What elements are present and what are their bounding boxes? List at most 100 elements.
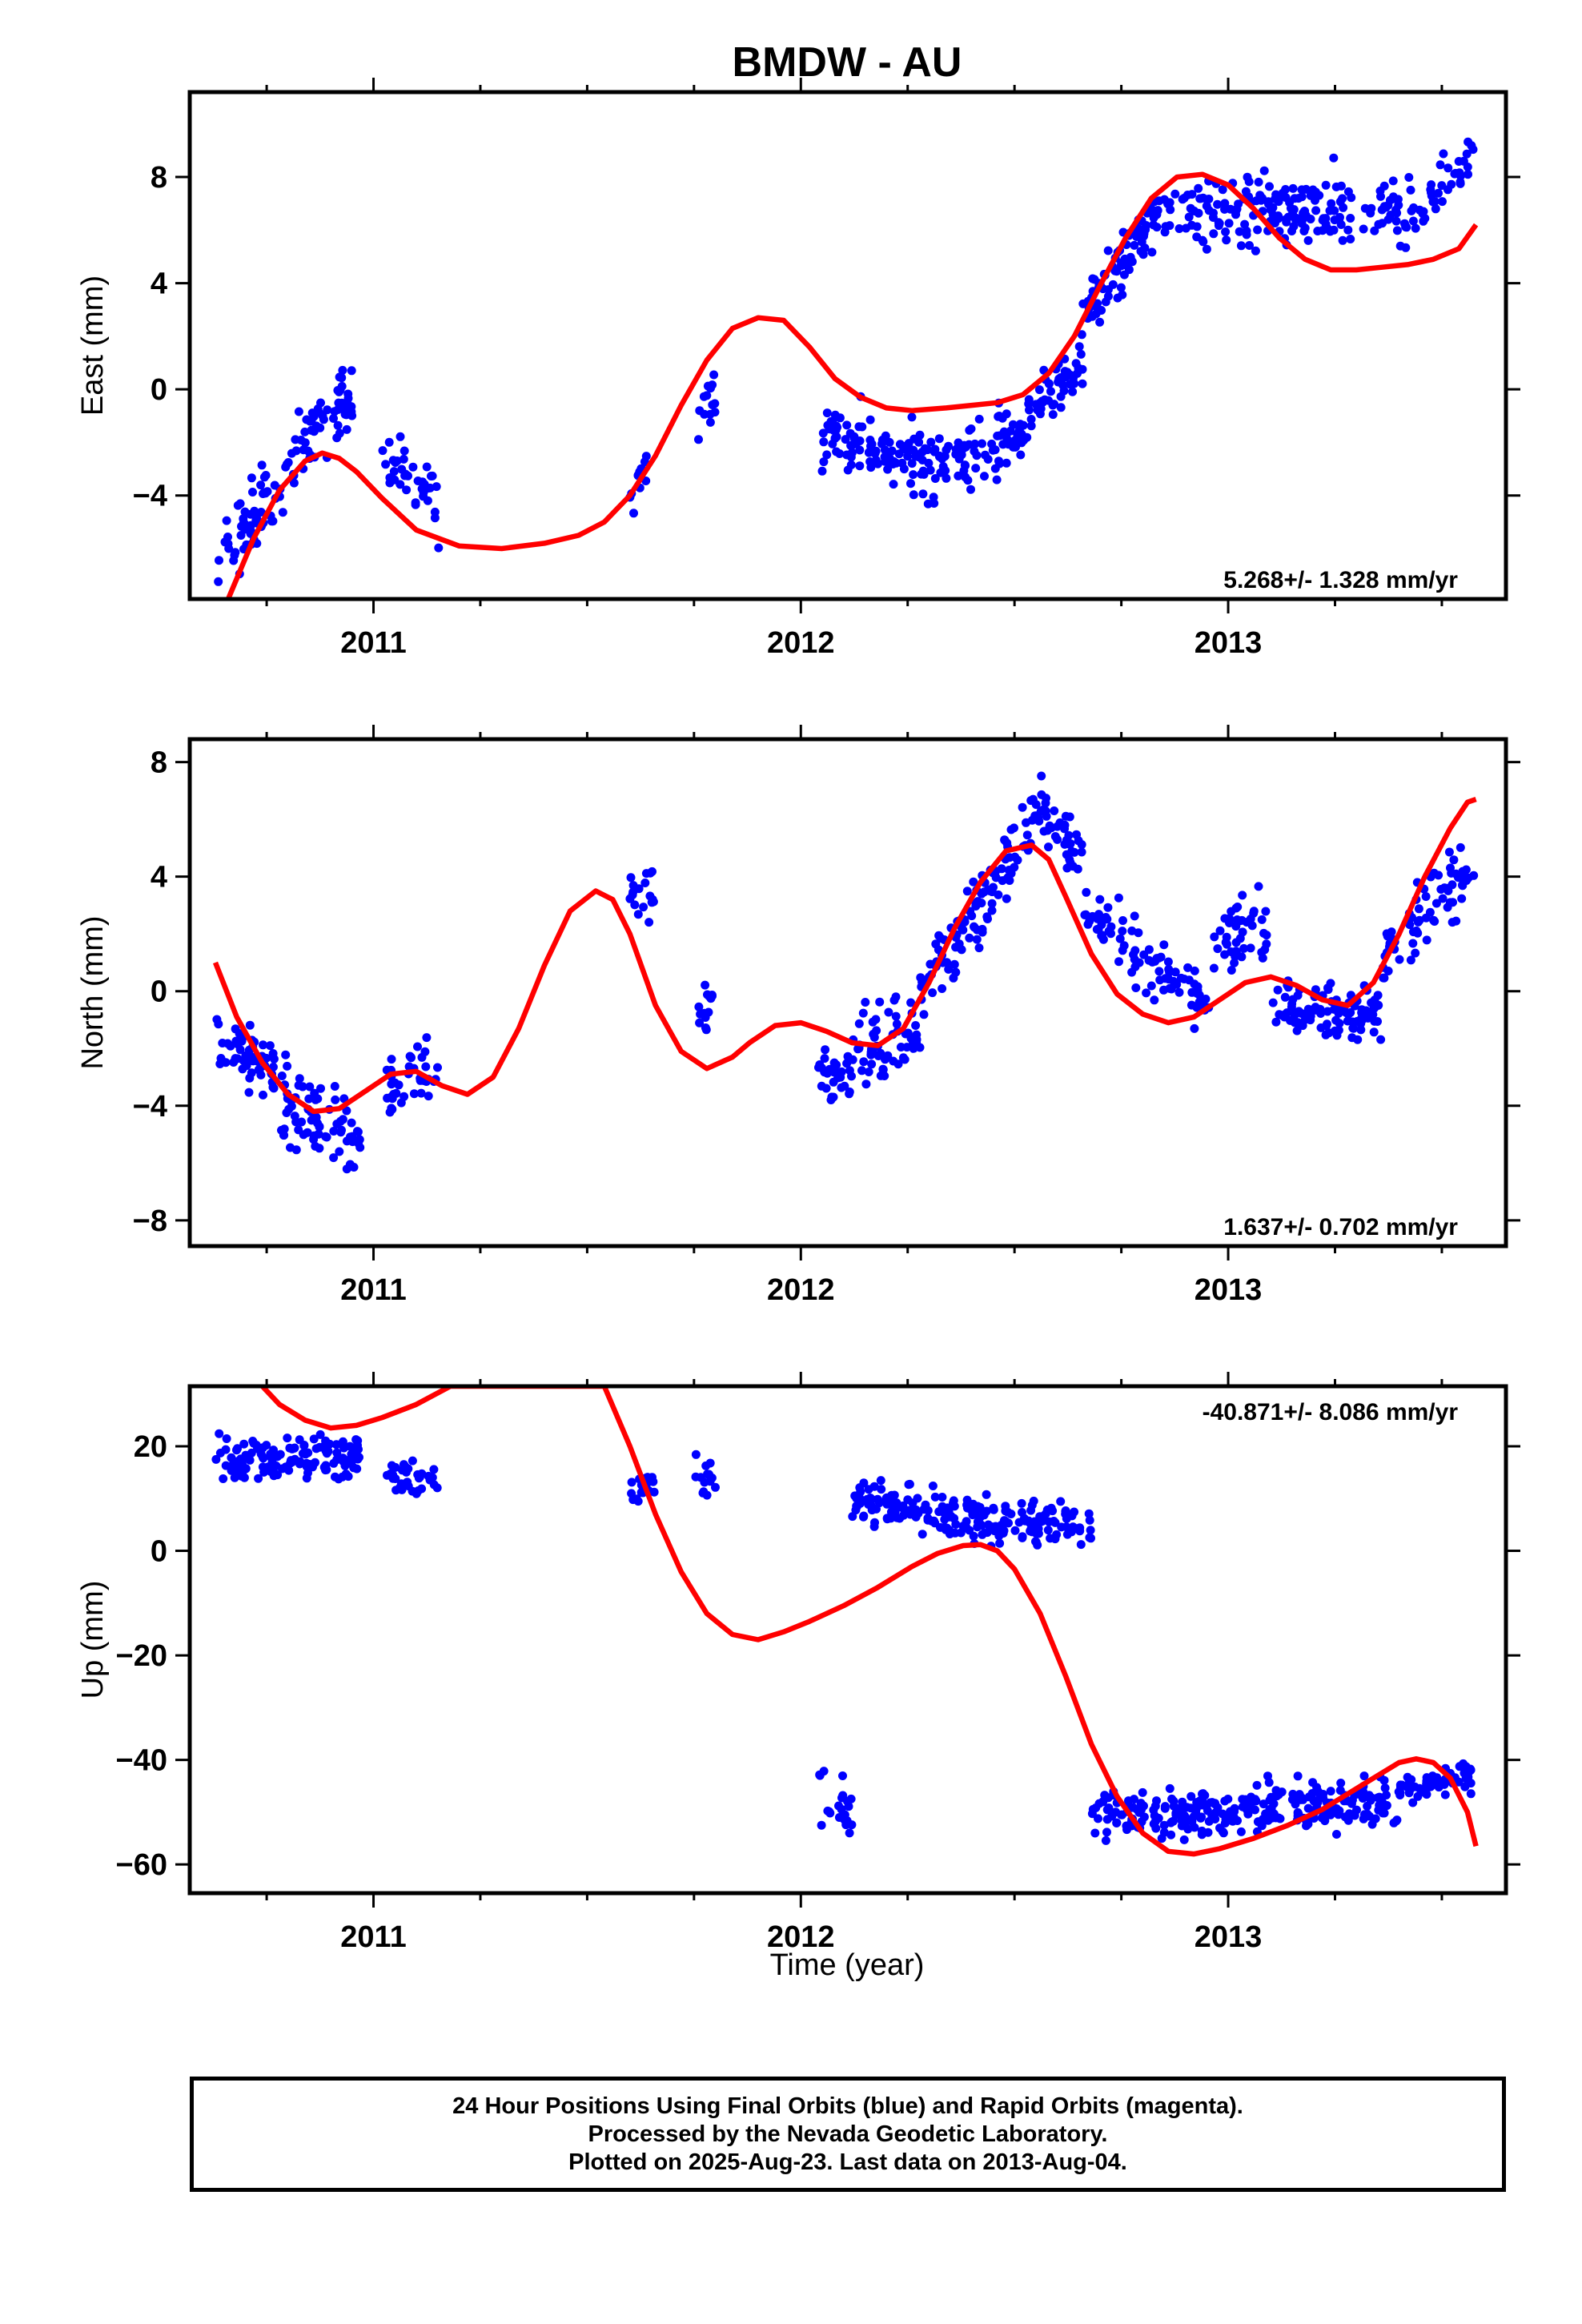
data-point: [1421, 892, 1431, 901]
data-point: [1102, 1827, 1111, 1837]
data-point: [1085, 1515, 1094, 1525]
data-point: [1409, 203, 1419, 212]
data-point: [641, 452, 651, 461]
data-point: [974, 943, 984, 953]
data-point: [1334, 1008, 1343, 1018]
data-point: [1102, 1805, 1112, 1815]
data-point: [342, 424, 351, 434]
data-point: [700, 1478, 709, 1487]
data-point: [289, 478, 299, 488]
data-point: [1300, 1015, 1310, 1024]
data-point: [627, 1489, 636, 1498]
data-point: [897, 458, 907, 468]
data-point: [248, 488, 257, 497]
data-point: [1192, 1003, 1202, 1012]
data-point: [1159, 1820, 1169, 1830]
data-point: [934, 434, 944, 444]
data-point: [1215, 926, 1225, 935]
data-point: [957, 923, 966, 933]
data-point: [1394, 200, 1403, 210]
data-point: [838, 1791, 848, 1800]
data-point: [1008, 420, 1018, 429]
data-point: [1197, 1812, 1207, 1822]
data-point: [417, 1052, 427, 1062]
data-point: [1024, 395, 1034, 404]
data-point: [987, 899, 997, 908]
data-point: [1097, 306, 1106, 315]
data-point: [1356, 1019, 1366, 1028]
data-point: [883, 464, 893, 474]
up-panel: 2011 2012 2013 −60 −40 −20 0 20 Up (mm) -40.871+/…: [76, 1372, 1520, 1954]
data-point: [1323, 1007, 1332, 1016]
x-tick-label: 2011: [340, 1273, 406, 1307]
data-point: [995, 1538, 1005, 1548]
data-point: [1179, 1835, 1189, 1844]
data-point: [906, 479, 915, 489]
data-point: [1294, 1007, 1303, 1016]
data-point: [995, 459, 1004, 468]
data-point: [951, 943, 961, 952]
data-point: [926, 437, 936, 447]
data-point: [1346, 235, 1355, 243]
data-point: [280, 1463, 289, 1473]
data-point: [342, 1164, 351, 1174]
data-point: [400, 446, 409, 456]
data-point: [846, 452, 856, 462]
data-point: [283, 1433, 292, 1443]
data-point: [1061, 1506, 1070, 1515]
data-point: [296, 436, 306, 444]
data-point: [332, 1448, 342, 1458]
y-tick-label: 4: [151, 861, 167, 895]
data-point: [1274, 1813, 1283, 1823]
data-point: [938, 1493, 947, 1502]
data-point: [1165, 1783, 1174, 1793]
data-point: [408, 462, 418, 472]
data-point: [950, 959, 959, 969]
data-point: [861, 1080, 871, 1089]
data-point: [695, 1018, 705, 1027]
data-point: [245, 1020, 255, 1030]
data-point: [1287, 227, 1296, 235]
data-point: [353, 1436, 363, 1445]
data-point: [1307, 1789, 1317, 1798]
data-point: [1265, 1795, 1275, 1805]
data-point: [893, 1059, 903, 1069]
data-point: [691, 1449, 701, 1459]
data-point: [995, 431, 1005, 440]
data-point: [855, 1483, 865, 1493]
data-point: [1359, 1771, 1369, 1781]
data-point: [865, 457, 875, 466]
data-point: [1085, 1533, 1094, 1542]
y-tick-label: 4: [151, 267, 167, 301]
data-point: [1149, 220, 1158, 230]
data-point: [983, 455, 993, 464]
data-point: [335, 385, 345, 395]
data-point: [905, 1479, 914, 1489]
x-tick-label: 2013: [1195, 1273, 1263, 1307]
data-point: [1068, 1522, 1078, 1532]
data-point: [244, 1088, 254, 1097]
data-point: [1252, 1780, 1262, 1790]
data-point: [817, 1820, 826, 1830]
data-point: [864, 1068, 873, 1076]
data-point: [413, 1470, 423, 1479]
data-point: [942, 473, 951, 483]
data-point: [1299, 1795, 1308, 1804]
data-point: [329, 1127, 339, 1136]
y-tick-label: −40: [116, 1744, 167, 1778]
data-point: [930, 444, 940, 454]
data-point: [924, 458, 934, 468]
data-point: [1236, 241, 1246, 251]
data-point: [919, 1505, 929, 1514]
data-point: [216, 1054, 226, 1063]
data-point: [391, 1462, 400, 1472]
data-point: [408, 1486, 417, 1496]
data-point: [942, 958, 952, 967]
data-point: [1438, 894, 1447, 903]
data-point: [1112, 1818, 1122, 1827]
data-point: [1139, 229, 1149, 239]
data-point: [1389, 194, 1399, 203]
data-point: [241, 1464, 251, 1474]
data-point: [1363, 1809, 1372, 1819]
data-point: [1447, 868, 1456, 878]
